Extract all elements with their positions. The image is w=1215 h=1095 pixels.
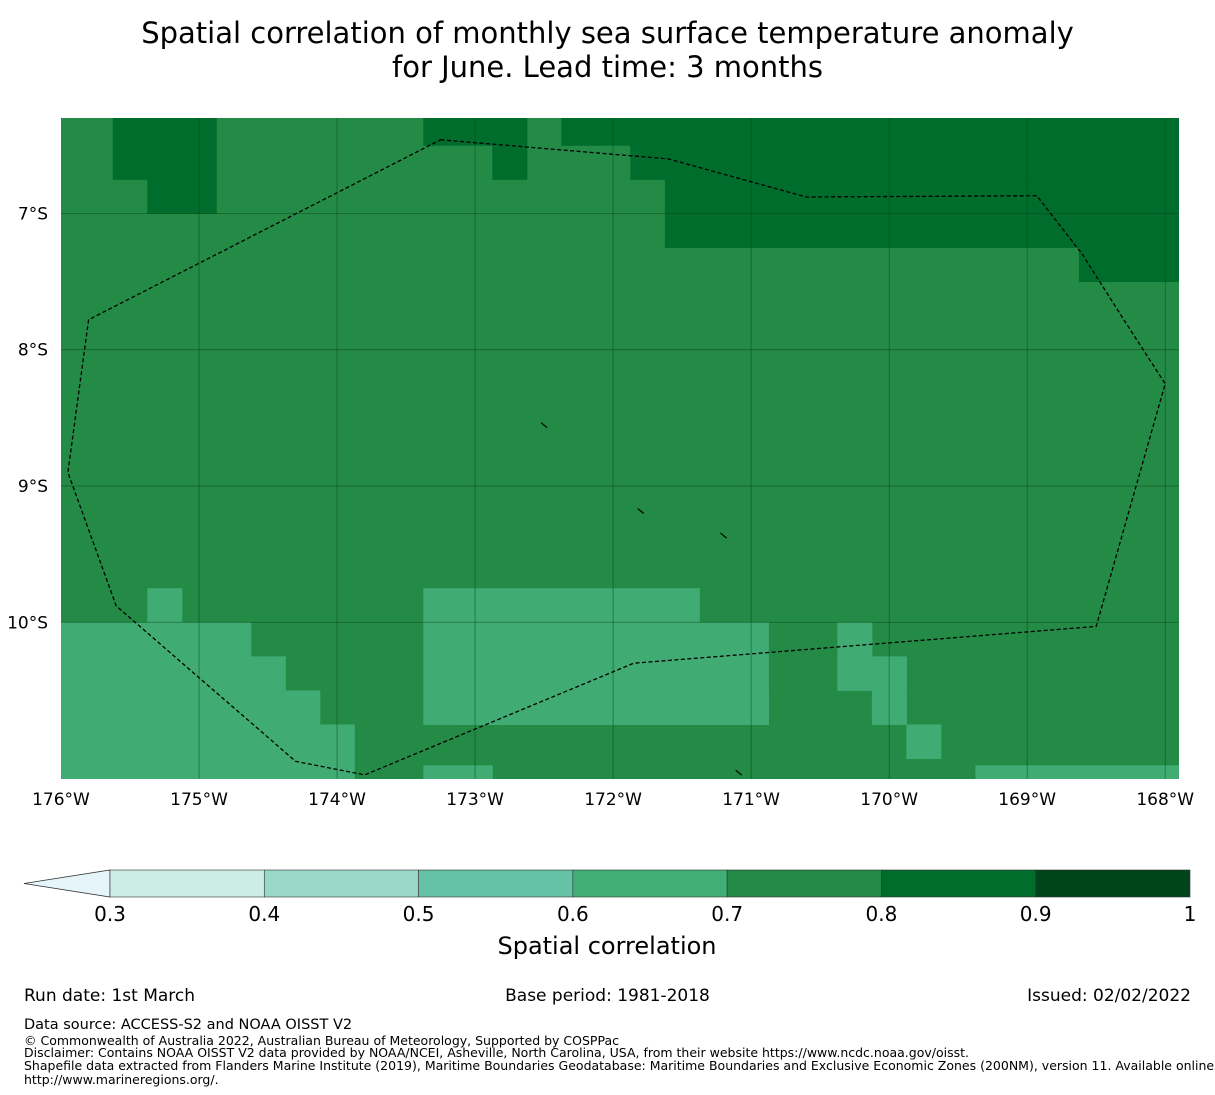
colorbar-segment	[1035, 869, 1191, 898]
longitude-tick-label: 174°W	[308, 790, 366, 810]
colorbar-tick-label: 0.3	[94, 902, 126, 926]
map-panel	[61, 118, 1179, 779]
colorbar-tick-label: 1	[1184, 902, 1197, 926]
colorbar-extend-triangle	[23, 869, 111, 898]
shapefile-credit-line-2: http://www.marineregions.org/.	[24, 1072, 219, 1087]
axis-ticks: 176°W 175°W 174°W 173°W 172°W 171°W 170°W 169°W…	[7, 204, 1194, 810]
issued-date: Issued: 02/02/2022	[1027, 986, 1191, 1006]
correlation-cell-0.8-0.9	[147, 179, 217, 214]
colorbar-label: Spatial correlation	[497, 932, 716, 960]
shapefile-credit-line-1: Shapefile data extracted from Flanders M…	[24, 1058, 1215, 1073]
longitude-tick-label: 169°W	[998, 790, 1056, 810]
correlation-cell-0.6-0.7	[147, 588, 183, 623]
correlation-cell-0.8-0.9	[492, 145, 528, 180]
run-date: Run date: 1st March	[24, 986, 196, 1006]
chart-title-line-2: for June. Lead time: 3 months	[392, 50, 823, 84]
colorbar-tick-label: 0.7	[711, 902, 743, 926]
base-period: Base period: 1981-2018	[505, 986, 710, 1006]
disclaimer: Disclaimer: Contains NOAA OISST V2 data …	[24, 1045, 969, 1060]
longitude-tick-label: 176°W	[32, 790, 90, 810]
colorbar-tick-label: 0.6	[557, 902, 589, 926]
correlation-cell-0.8-0.9	[630, 145, 1179, 180]
latitude-tick-label: 8°S	[18, 341, 48, 361]
colorbar-tick-label: 0.8	[866, 902, 898, 926]
latitude-tick-label: 7°S	[18, 204, 48, 224]
correlation-cell-0.6-0.7	[975, 765, 1179, 779]
colorbar: 0.3 0.4 0.5 0.6 0.7 0.8 0.9 1 Spatial correlatio…	[23, 869, 1197, 960]
data-source: Data source: ACCESS-S2 and NOAA OISST V2	[24, 1017, 353, 1033]
island-outline	[637, 508, 645, 514]
chart-title-line-1: Spatial correlation of monthly sea surfa…	[141, 16, 1074, 50]
correlation-cell-0.8-0.9	[664, 213, 1179, 248]
correlation-cell-0.6-0.7	[906, 724, 942, 760]
latitude-tick-label: 10°S	[7, 613, 48, 633]
colorbar-segment	[263, 869, 419, 898]
longitude-tick-label: 173°W	[446, 790, 504, 810]
correlation-cell-0.6-0.7	[61, 656, 286, 691]
eez-boundary-line	[67, 139, 1166, 776]
correlation-cell-0.8-0.9	[561, 118, 1179, 146]
longitude-tick-label: 172°W	[584, 790, 642, 810]
colorbar-segment	[109, 869, 265, 898]
correlation-cell-0.8-0.9	[664, 179, 1179, 214]
island-outline	[735, 769, 743, 776]
longitude-tick-label: 171°W	[722, 790, 780, 810]
correlation-cell-0.8-0.9	[112, 118, 217, 180]
colorbar-segment	[418, 869, 574, 898]
correlation-cell-0.6-0.7	[423, 765, 493, 779]
correlation-cell-0.8-0.9	[1078, 247, 1179, 283]
longitude-tick-label: 170°W	[860, 790, 918, 810]
copyright-notice: © Commonwealth of Australia 2022, Austra…	[24, 1033, 619, 1048]
colorbar-segment	[726, 869, 882, 898]
colorbar-tick-label: 0.4	[248, 902, 280, 926]
longitude-tick-label: 175°W	[170, 790, 228, 810]
correlation-cell-0.6-0.7	[61, 690, 321, 725]
colorbar-segment	[572, 869, 728, 898]
latitude-tick-label: 9°S	[18, 477, 48, 497]
correlation-cell-0.6-0.7	[423, 588, 700, 623]
island-outline	[540, 422, 548, 429]
correlation-cell-0.6-0.7	[837, 622, 873, 657]
longitude-tick-label: 168°W	[1136, 790, 1194, 810]
colorbar-tick-label: 0.9	[1020, 902, 1052, 926]
island-outline	[720, 532, 727, 539]
colorbar-segment	[881, 869, 1037, 898]
colorbar-tick-label: 0.5	[403, 902, 435, 926]
correlation-cell-0.6-0.7	[61, 724, 355, 779]
correlation-cell-0.6-0.7	[837, 656, 907, 691]
correlation-cell-0.6-0.7	[61, 622, 252, 657]
